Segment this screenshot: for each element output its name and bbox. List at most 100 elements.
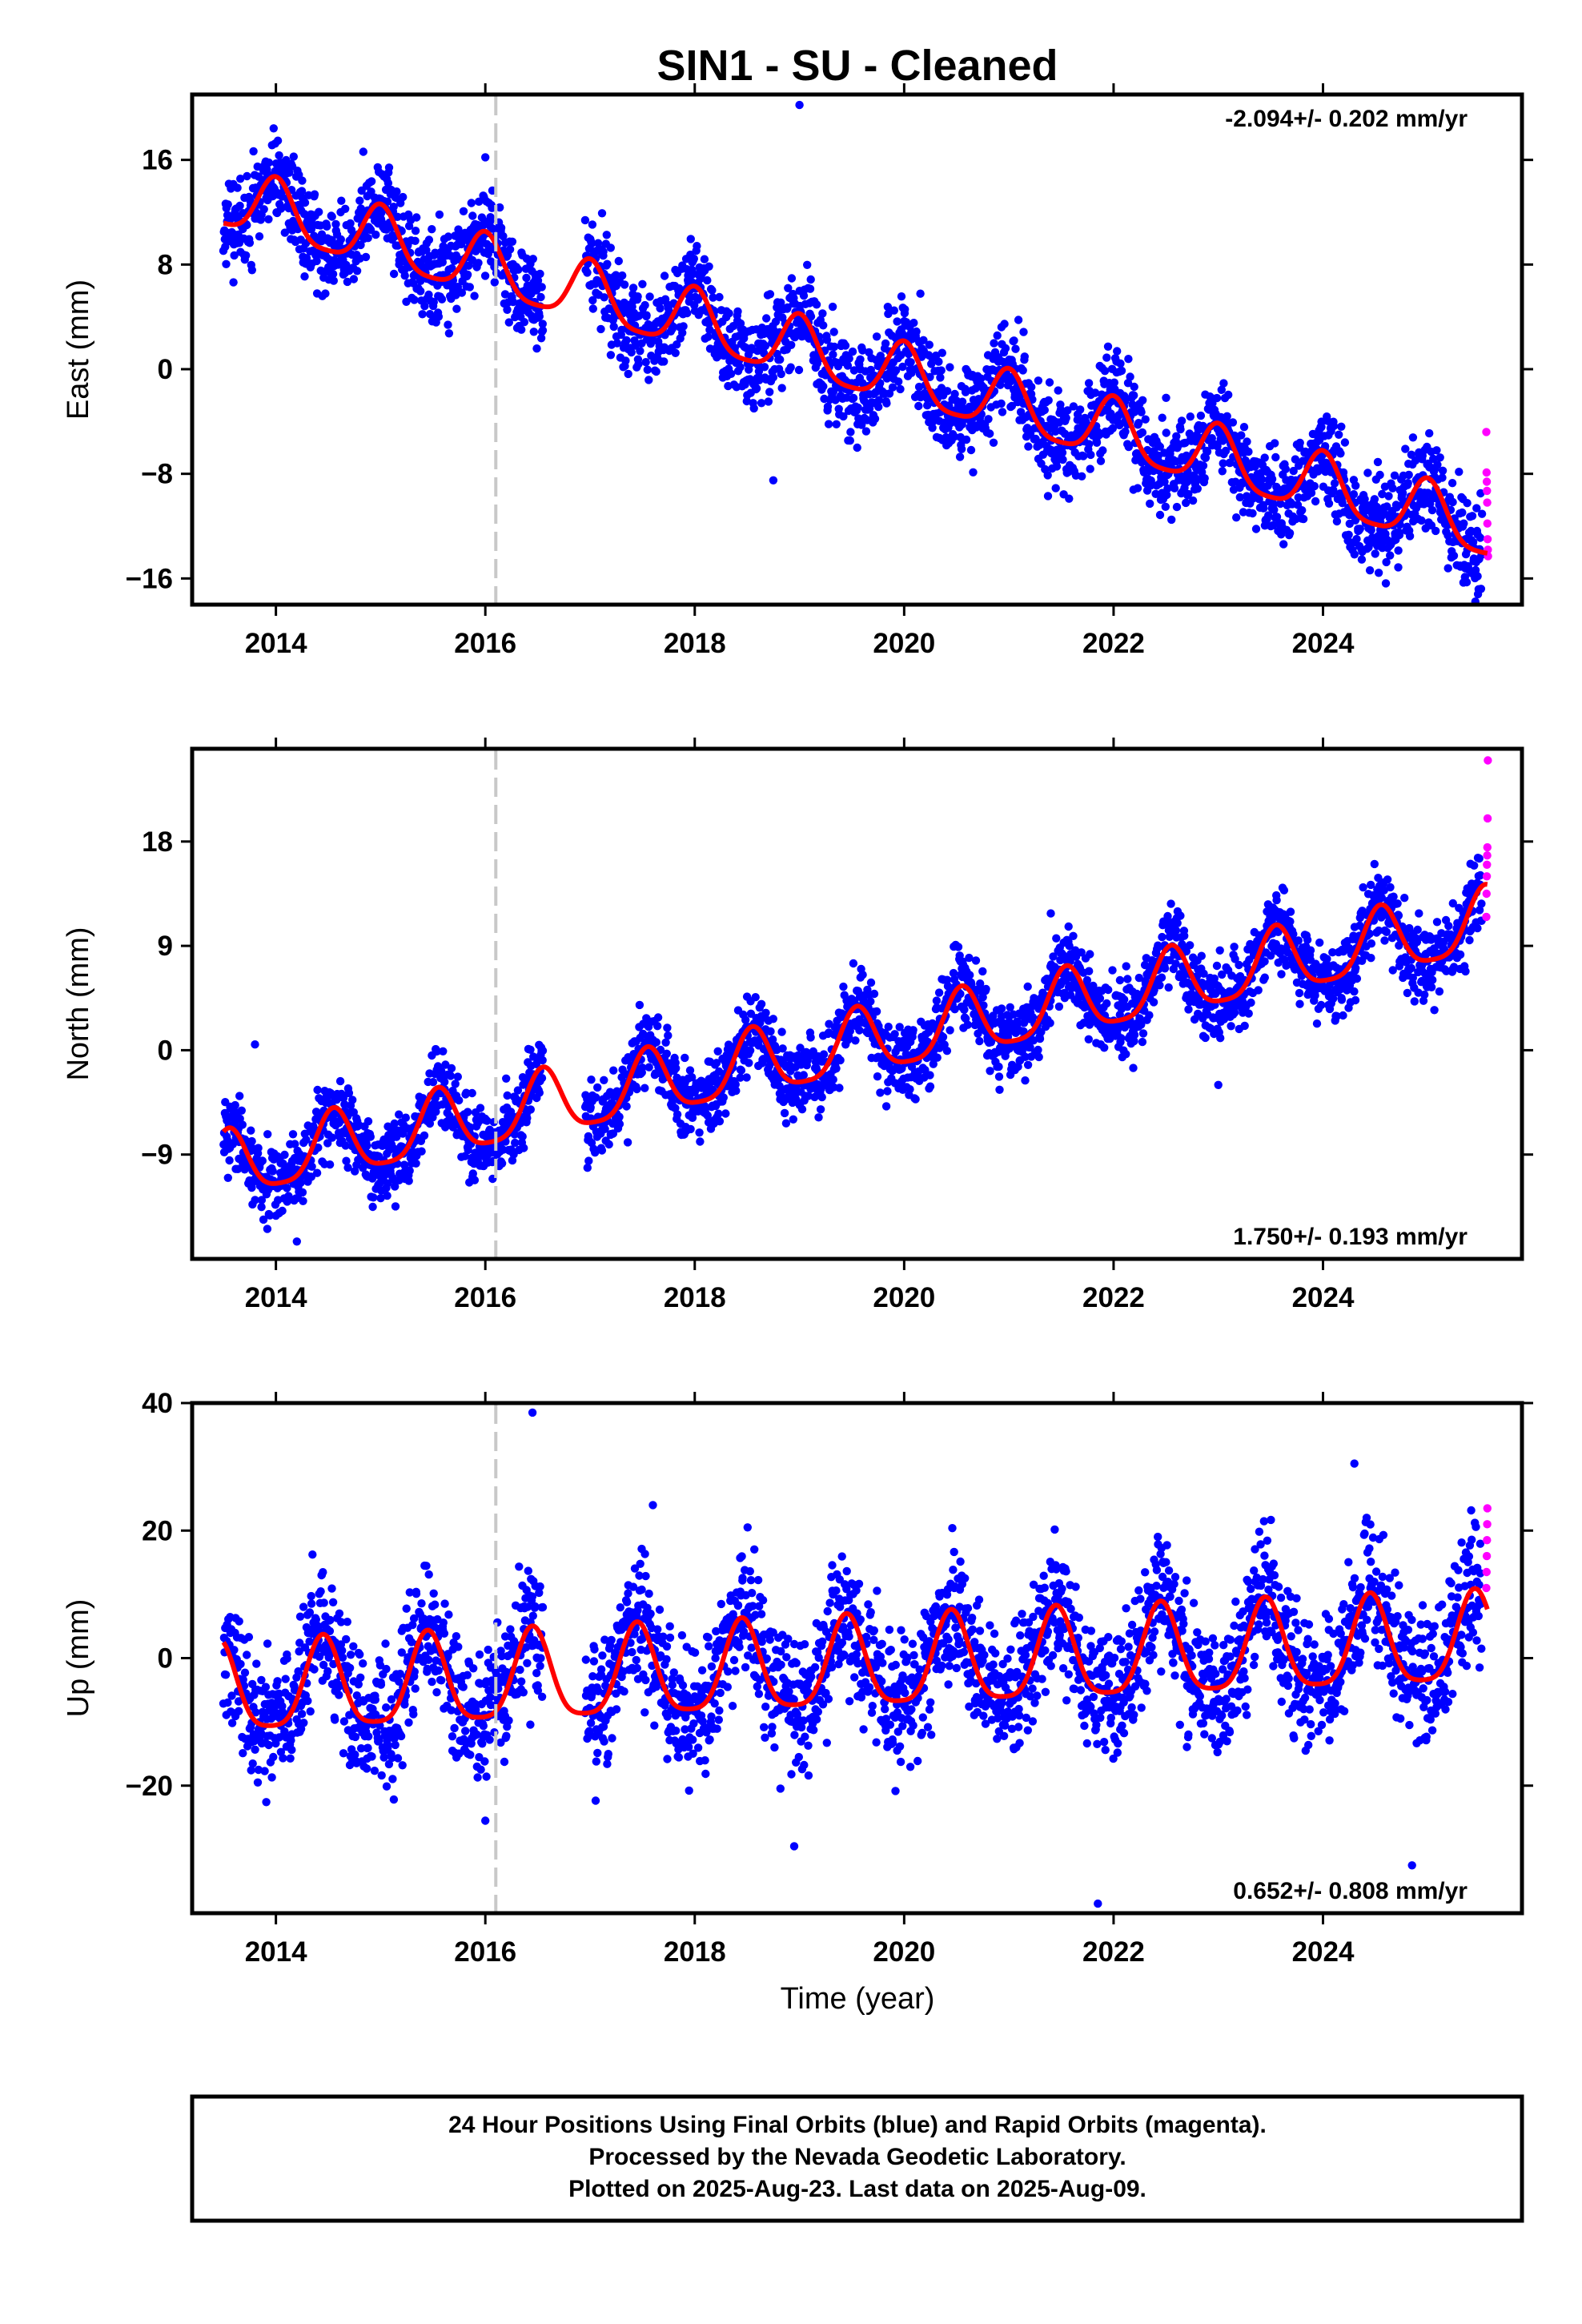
data-point <box>1085 967 1094 975</box>
data-point <box>640 1084 649 1092</box>
data-point <box>464 1108 472 1116</box>
data-point <box>1438 473 1447 482</box>
data-point <box>926 372 934 381</box>
data-point <box>954 943 963 951</box>
data-point <box>222 259 231 268</box>
data-point <box>1289 466 1298 476</box>
data-point <box>1100 1043 1109 1052</box>
data-point <box>1079 452 1088 460</box>
data-point <box>686 1124 695 1134</box>
data-point <box>418 310 427 319</box>
data-point <box>259 205 268 214</box>
data-point <box>769 1015 777 1023</box>
data-point <box>883 303 893 312</box>
data-point <box>1110 378 1119 387</box>
data-point <box>683 308 692 318</box>
data-point <box>1124 442 1134 452</box>
data-point <box>989 438 998 447</box>
data-point <box>1052 462 1062 471</box>
data-point <box>757 399 766 408</box>
data-point <box>883 1087 892 1096</box>
data-point <box>943 387 952 396</box>
data-point <box>412 213 421 222</box>
data-point <box>424 235 434 244</box>
data-point <box>269 124 278 133</box>
data-point <box>715 292 724 302</box>
data-point <box>1231 477 1240 486</box>
data-point <box>593 239 603 247</box>
data-point <box>695 1128 704 1137</box>
y-tick-label: −8 <box>141 459 173 490</box>
x-tick-label: 2018 <box>664 628 726 659</box>
outlier-point <box>481 153 490 162</box>
data-point <box>343 277 352 287</box>
data-point <box>1378 489 1387 499</box>
data-point <box>437 295 447 304</box>
data-point <box>1329 485 1338 494</box>
data-point <box>609 1066 618 1075</box>
data-point <box>689 254 698 263</box>
data-point <box>874 396 884 404</box>
data-point <box>1272 513 1282 521</box>
data-point <box>538 320 547 328</box>
data-point <box>660 271 669 280</box>
data-point <box>853 443 861 452</box>
data-point <box>757 999 766 1009</box>
data-point <box>257 1196 267 1204</box>
data-point <box>349 275 359 283</box>
data-point <box>470 1176 480 1184</box>
data-point <box>1344 530 1353 539</box>
data-point <box>1046 1019 1054 1027</box>
data-point <box>1163 484 1172 493</box>
data-point <box>536 334 546 343</box>
data-point <box>741 1015 750 1024</box>
data-point <box>1086 464 1094 473</box>
data-point <box>310 190 319 199</box>
data-point <box>713 1047 722 1056</box>
data-point <box>823 402 833 411</box>
data-point <box>891 366 901 375</box>
data-point <box>996 380 1005 389</box>
data-point <box>536 269 544 279</box>
data-point <box>1350 550 1359 559</box>
data-point <box>990 339 998 348</box>
data-point <box>858 346 867 355</box>
data-point <box>366 1132 375 1141</box>
data-point <box>846 428 855 436</box>
data-point <box>535 312 544 321</box>
data-point <box>321 289 330 298</box>
data-point <box>245 239 255 247</box>
data-point <box>1018 366 1027 375</box>
data-point <box>612 339 622 348</box>
data-point <box>329 276 338 285</box>
data-point <box>756 1019 765 1027</box>
data-point <box>1311 497 1320 506</box>
data-point <box>829 342 839 352</box>
data-point <box>341 204 350 213</box>
data-point <box>314 1143 323 1152</box>
data-point <box>1134 419 1143 428</box>
data-point <box>678 328 687 337</box>
data-point <box>254 1144 263 1152</box>
data-point <box>761 341 770 351</box>
data-point <box>1281 464 1291 473</box>
data-point <box>652 367 661 376</box>
data-point <box>787 340 796 349</box>
data-point <box>302 1136 311 1144</box>
data-point <box>1000 320 1009 328</box>
data-point <box>1401 444 1410 453</box>
data-point <box>1177 416 1186 425</box>
data-point <box>468 211 477 220</box>
data-point <box>885 389 894 398</box>
data-point <box>361 252 371 262</box>
data-point <box>1166 899 1175 908</box>
data-point <box>1001 344 1010 353</box>
data-point <box>829 328 838 336</box>
data-point <box>997 399 1006 408</box>
data-point <box>1084 379 1094 388</box>
data-point <box>1298 506 1307 515</box>
data-point <box>839 982 848 991</box>
data-point <box>703 275 712 285</box>
data-point <box>881 339 890 348</box>
